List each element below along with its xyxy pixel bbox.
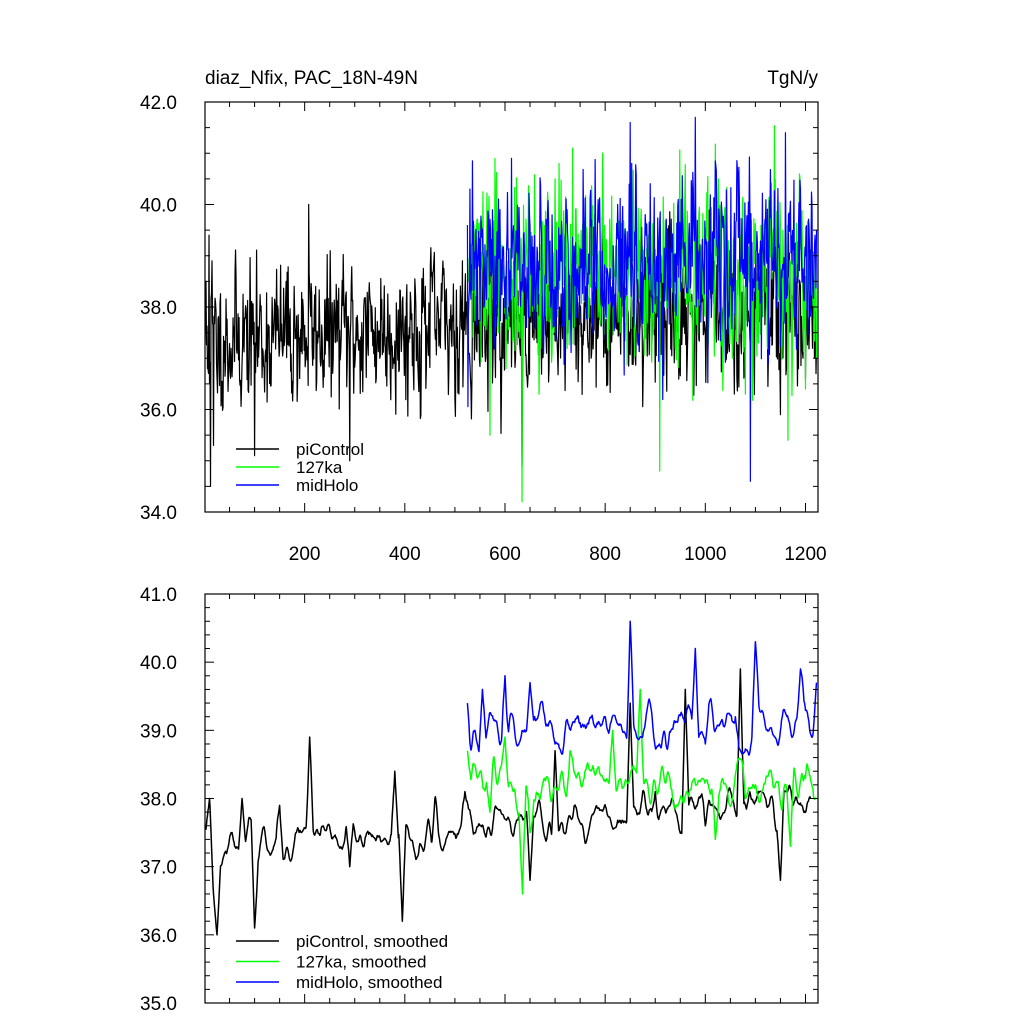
bottom-chart-series-line-midholo-smoothed bbox=[466, 620, 818, 756]
top-chart-legend-label: piControl bbox=[296, 440, 364, 459]
bottom-chart-y-tick-label: 39.0 bbox=[140, 721, 177, 742]
top-chart-y-tick-label: 34.0 bbox=[140, 503, 177, 524]
bottom-chart-legend: piControl, smoothed 127ka, smoothedmidHol… bbox=[236, 932, 448, 992]
top-chart-x-tick-label: 600 bbox=[489, 544, 521, 565]
bottom-chart-y-tick-label: 41.0 bbox=[140, 585, 177, 606]
top-chart-legend-label: midHolo bbox=[296, 476, 358, 495]
top-chart-series-line-midholo bbox=[466, 116, 818, 482]
top-chart-x-tick-label: 200 bbox=[289, 544, 321, 565]
bottom-chart-y-tick-label: 35.0 bbox=[140, 994, 177, 1015]
bottom-chart-series-line-127ka-smoothed bbox=[466, 688, 817, 895]
top-chart-x-tick-label: 400 bbox=[389, 544, 421, 565]
top-chart-y-tick-label: 42.0 bbox=[140, 93, 177, 114]
top-chart-x-tick-label: 800 bbox=[589, 544, 621, 565]
top-chart-series-group bbox=[205, 116, 818, 503]
top-chart-units: TgN/y bbox=[767, 68, 818, 89]
bottom-chart-ticks: 35.0 36.0 37.0 38.0 39.0 40.0 41.0 bbox=[140, 585, 818, 1015]
top-chart-x-tick-label: 1200 bbox=[784, 544, 826, 565]
top-chart-panel: diaz_Nfix, PAC_18N-49N TgN/y 34.0 36.0 38.… bbox=[140, 68, 827, 565]
top-chart-title: diaz_Nfix, PAC_18N-49N bbox=[205, 68, 418, 89]
bottom-chart-y-tick-label: 38.0 bbox=[140, 790, 177, 811]
bottom-chart-series-group bbox=[205, 620, 818, 936]
top-chart-y-tick-label: 40.0 bbox=[140, 196, 177, 217]
bottom-chart-panel: 35.0 36.0 37.0 38.0 39.0 40.0 41.0 piControl, … bbox=[140, 585, 819, 1015]
bottom-chart-y-tick-label: 36.0 bbox=[140, 926, 177, 947]
bottom-chart-y-tick-label: 37.0 bbox=[140, 858, 177, 879]
top-chart-x-tick-label: 1000 bbox=[684, 544, 726, 565]
bottom-chart-legend-label: midHolo, smoothed bbox=[296, 973, 442, 992]
top-chart-y-tick-label: 36.0 bbox=[140, 401, 177, 422]
bottom-chart-y-tick-label: 40.0 bbox=[140, 653, 177, 674]
top-chart-legend-label: 127ka bbox=[296, 458, 343, 477]
bottom-chart-series-line-picontrol-smoothed bbox=[205, 668, 812, 936]
bottom-chart-legend-label: 127ka, smoothed bbox=[296, 953, 426, 972]
top-chart-ticks: 34.0 36.0 38.0 40.0 42.0 200 400 600 800 1000 1200 bbox=[140, 93, 827, 565]
top-chart-y-tick-label: 38.0 bbox=[140, 298, 177, 319]
bottom-chart-legend-label: piControl, smoothed bbox=[296, 932, 448, 951]
